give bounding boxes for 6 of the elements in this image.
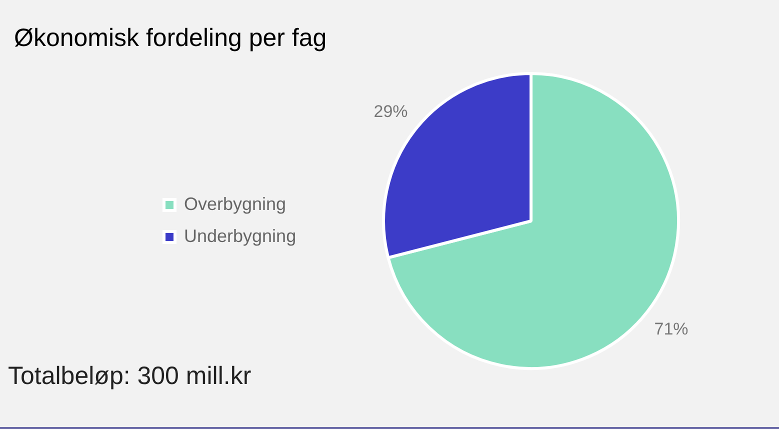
text: Totalbeløp: 300 mill.kr <box>8 362 252 391</box>
chart-title: Økonomisk fordeling per fag <box>14 24 327 53</box>
data-label: 71% <box>654 319 688 338</box>
legend-label: Underbygning <box>184 226 296 246</box>
data-label: 29% <box>374 102 408 121</box>
legend-label: Overbygning <box>184 194 286 214</box>
